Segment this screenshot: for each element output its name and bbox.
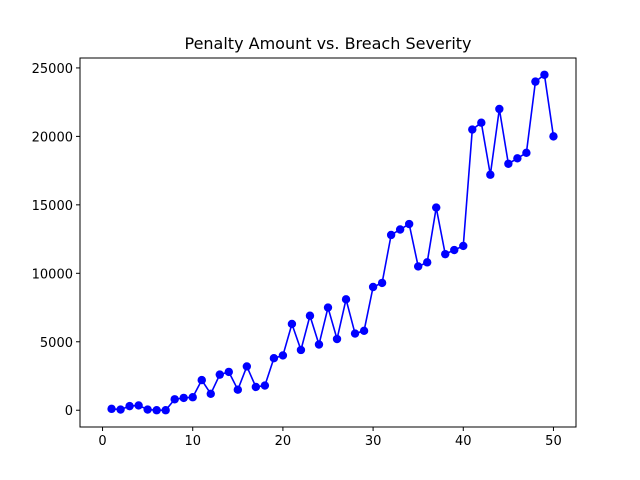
y-tick-label: 10000 <box>32 267 73 282</box>
data-point <box>233 385 243 394</box>
data-point <box>540 70 549 79</box>
data-point <box>477 118 486 127</box>
y-tick-label: 0 <box>65 404 73 419</box>
data-point <box>323 303 333 312</box>
data-point <box>413 262 423 271</box>
data-point <box>116 405 125 414</box>
data-point <box>332 334 342 344</box>
data-point <box>441 249 450 259</box>
data-point <box>251 382 261 392</box>
data-point <box>170 395 179 404</box>
series-line <box>111 73 555 412</box>
data-point <box>143 405 152 414</box>
data-point <box>432 203 441 212</box>
data-point <box>450 245 459 255</box>
data-point <box>504 159 513 168</box>
data-point <box>549 132 558 141</box>
x-tick-label: 20 <box>275 434 292 449</box>
data-point <box>188 393 197 402</box>
y-tick-label: 25000 <box>32 62 73 77</box>
data-point <box>350 329 360 338</box>
data-point <box>341 295 351 304</box>
data-point <box>161 406 170 415</box>
x-tick-label: 30 <box>365 434 382 449</box>
data-point <box>215 370 224 379</box>
y-tick-label: 5000 <box>40 336 73 351</box>
data-point <box>404 219 414 229</box>
data-point <box>395 225 405 234</box>
data-point <box>278 351 288 360</box>
plot-frame <box>79 57 577 428</box>
data-point <box>377 278 387 288</box>
plot-area: 0 10 20 30 40 50 0 5000 10000 15000 20000 25000 <box>32 57 577 449</box>
data-point <box>107 404 116 414</box>
data-point <box>125 401 134 411</box>
data-point <box>386 230 396 240</box>
data-point <box>522 148 531 158</box>
data-point <box>296 345 306 355</box>
data-point <box>269 353 279 363</box>
x-tick-label: 0 <box>98 434 106 449</box>
data-point <box>368 282 378 292</box>
data-point <box>260 381 270 390</box>
data-point <box>423 258 432 267</box>
data-point <box>305 311 315 320</box>
data-point <box>459 241 468 251</box>
data-point <box>287 319 297 329</box>
x-tick-label: 40 <box>455 434 472 449</box>
data-point <box>179 393 188 403</box>
data-point <box>314 340 324 349</box>
x-tick-label: 50 <box>545 434 562 449</box>
x-tick-label: 10 <box>184 434 201 449</box>
chart-title: Penalty Amount vs. Breach Severity <box>184 34 471 53</box>
data-point <box>531 77 540 86</box>
y-tick-label: 20000 <box>32 130 73 145</box>
data-point <box>206 389 215 398</box>
data-point <box>224 367 233 377</box>
data-point <box>513 154 522 163</box>
data-point <box>152 406 161 415</box>
data-point <box>197 375 206 385</box>
data-point <box>486 170 495 179</box>
data-point <box>359 326 369 336</box>
data-point <box>468 125 477 134</box>
data-point <box>495 104 504 114</box>
y-tick-label: 15000 <box>32 199 73 214</box>
data-point <box>134 401 143 410</box>
data-point <box>242 362 252 371</box>
